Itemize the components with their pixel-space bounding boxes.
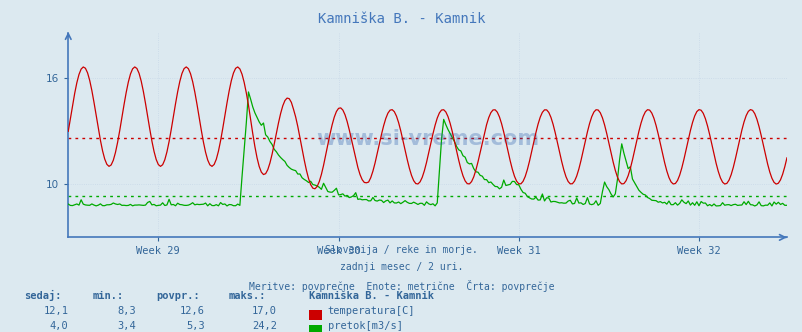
Text: temperatura[C]: temperatura[C] <box>327 306 415 316</box>
Text: 3,4: 3,4 <box>118 321 136 331</box>
Text: 12,6: 12,6 <box>180 306 205 316</box>
Text: sedaj:: sedaj: <box>24 290 62 301</box>
Text: 24,2: 24,2 <box>252 321 277 331</box>
Text: Kamniška B. - Kamnik: Kamniška B. - Kamnik <box>318 12 484 26</box>
Text: pretok[m3/s]: pretok[m3/s] <box>327 321 402 331</box>
Text: Kamniška B. - Kamnik: Kamniška B. - Kamnik <box>309 291 434 301</box>
Text: 8,3: 8,3 <box>118 306 136 316</box>
Text: povpr.:: povpr.: <box>156 291 200 301</box>
Text: 17,0: 17,0 <box>252 306 277 316</box>
Text: zadnji mesec / 2 uri.: zadnji mesec / 2 uri. <box>339 262 463 272</box>
Text: www.si-vreme.com: www.si-vreme.com <box>316 129 538 149</box>
Text: maks.:: maks.: <box>229 291 266 301</box>
Text: 5,3: 5,3 <box>186 321 205 331</box>
Text: Meritve: povprečne  Enote: metrične  Črta: povprečje: Meritve: povprečne Enote: metrične Črta:… <box>249 280 553 291</box>
Text: min.:: min.: <box>92 291 124 301</box>
Text: 12,1: 12,1 <box>43 306 68 316</box>
Text: Slovenija / reke in morje.: Slovenija / reke in morje. <box>325 245 477 255</box>
Text: 4,0: 4,0 <box>50 321 68 331</box>
